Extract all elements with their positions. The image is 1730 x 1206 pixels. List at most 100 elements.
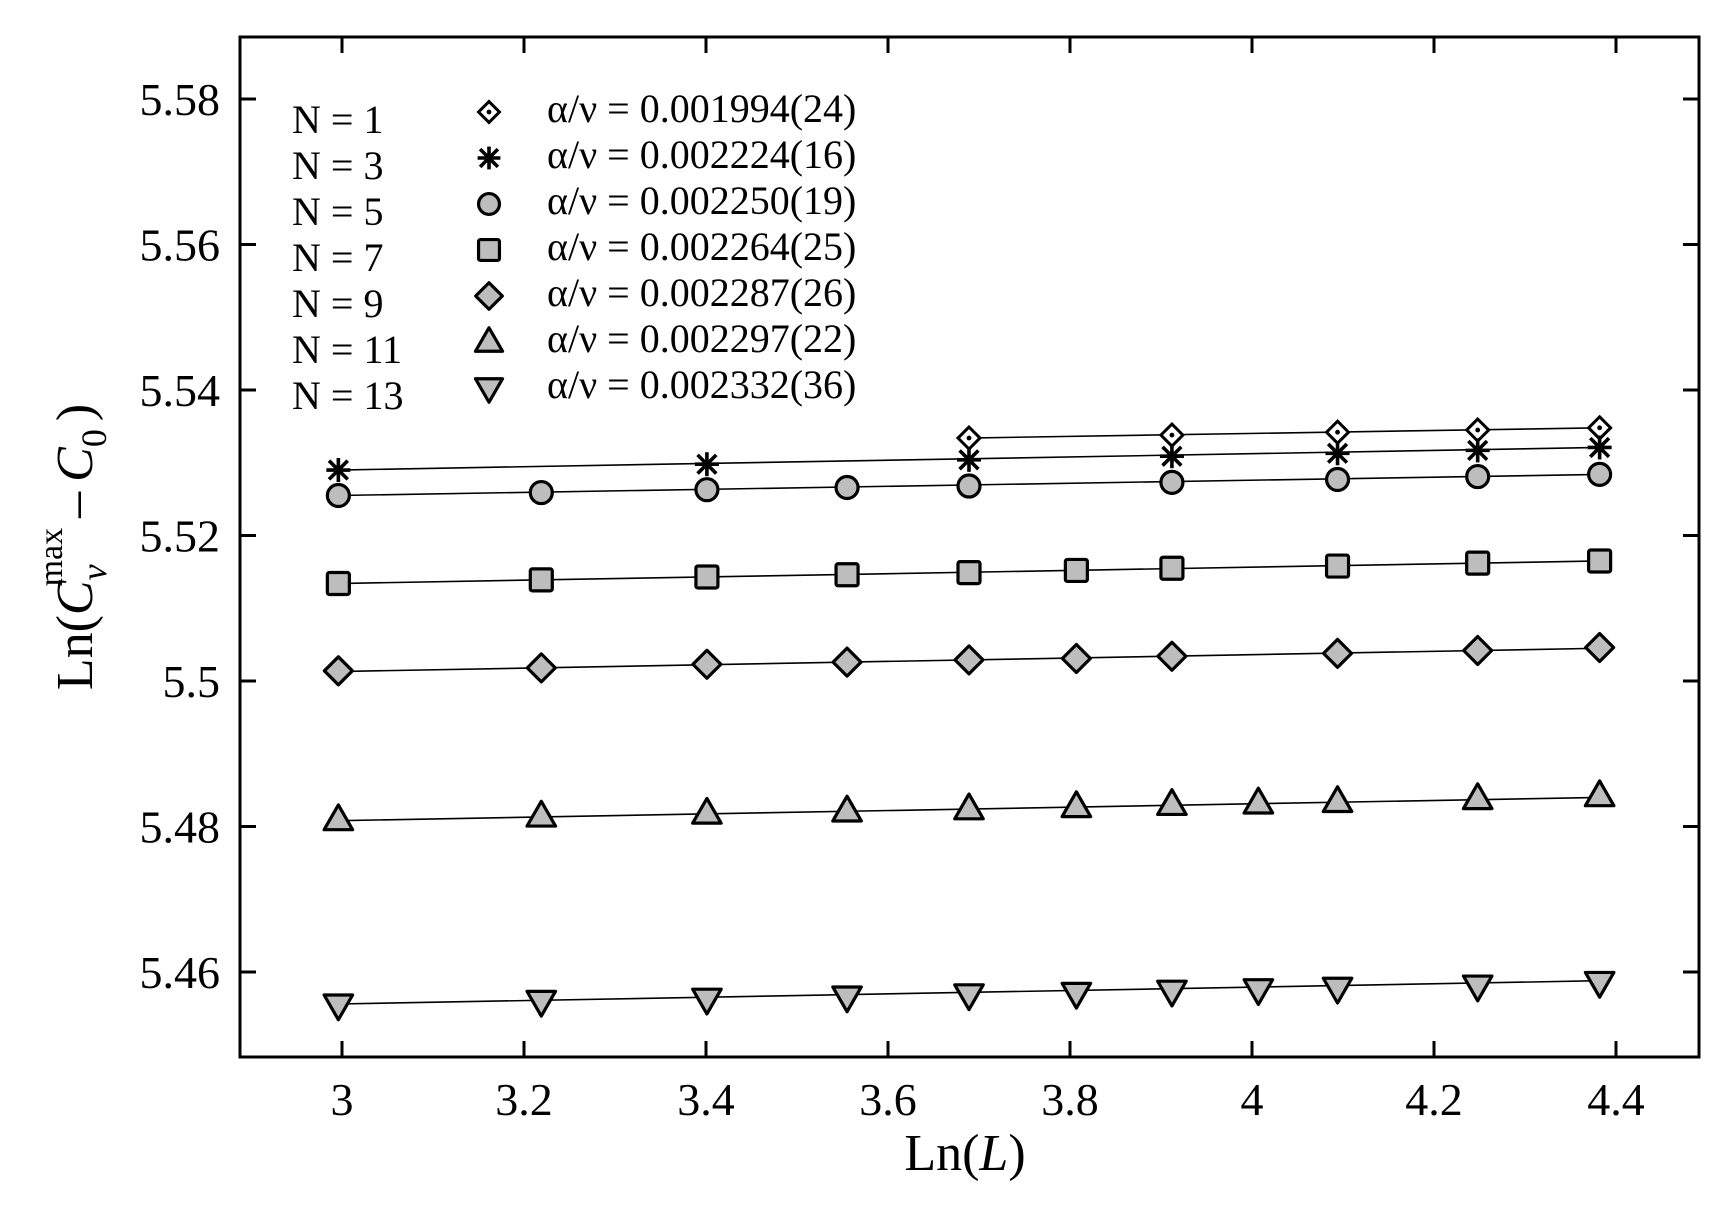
legend-fit-label: α/ν = 0.002250(19) (547, 178, 856, 223)
legend-marker-star (477, 146, 501, 170)
data-point-star (1465, 438, 1490, 463)
data-point-star (1325, 441, 1350, 466)
data-point-triangle-up (691, 796, 723, 825)
data-point-square (1063, 557, 1089, 584)
data-point-circle (956, 473, 982, 499)
legend: N = 1 α/ν = 0.001994(24) N = 3 α/ν = 0.0022… (292, 86, 856, 418)
y-axis-title-sub-v: v (74, 564, 114, 580)
data-point-triangle-up (1242, 786, 1275, 815)
fit-line-diamond-dot (968, 427, 1600, 439)
data-points (322, 414, 1616, 1022)
fit-lines (338, 427, 1600, 1005)
data-point-circle (1324, 466, 1351, 493)
legend-marker-square (476, 237, 502, 263)
legend-marker-diamond-dot (476, 99, 502, 125)
data-point-star (1587, 435, 1612, 460)
x-axis-title: Ln(L) (904, 1125, 1025, 1182)
legend-marker-diamond (474, 281, 504, 311)
data-point-triangle-down (1583, 970, 1616, 999)
legend-marker-circle (476, 191, 502, 217)
plot-frame (238, 35, 1701, 1059)
y-axis-title-prefix: Ln( (47, 615, 104, 690)
data-point-triangle-down (953, 983, 985, 1012)
data-point-triangle-up (1461, 782, 1494, 811)
x-axis-title-suffix: ) (1008, 1125, 1025, 1182)
data-point-triangle-down (1461, 974, 1494, 1003)
legend-marker-triangle-down (473, 377, 505, 404)
y-tick-label: 5.58 (140, 74, 221, 125)
data-point-diamond (1584, 631, 1616, 664)
y-axis-title-sup: max (33, 528, 70, 587)
legend-fit-label: α/ν = 0.002297(22) (547, 316, 856, 361)
y-tick-label: 5.46 (140, 947, 221, 998)
data-point-diamond-dot (1158, 421, 1186, 449)
y-axis-title-minus: – (47, 491, 104, 519)
data-point-square (1587, 548, 1613, 574)
x-tick-label: 4.4 (1587, 1074, 1645, 1125)
data-point-triangle-down (525, 989, 558, 1018)
data-point-diamond (1462, 634, 1494, 667)
data-point-diamond (525, 652, 557, 684)
data-point-square (325, 570, 351, 597)
data-point-square (1159, 555, 1185, 581)
data-point-circle (1159, 469, 1185, 495)
legend-series-name: N = 11 (292, 327, 402, 372)
y-tick-label: 5.56 (140, 220, 221, 271)
legend-fit-label: α/ν = 0.002287(26) (547, 270, 856, 315)
data-point-star (1159, 444, 1184, 469)
x-tick-label: 3.4 (677, 1074, 735, 1125)
data-point-diamond-dot (1324, 419, 1351, 446)
data-point-diamond (953, 644, 985, 676)
data-point-triangle-up (953, 792, 985, 821)
data-point-circle (1587, 461, 1613, 487)
data-point-triangle-up (1321, 785, 1354, 814)
data-point-triangle-up (1583, 779, 1616, 808)
y-tick-label: 5.48 (140, 802, 221, 853)
legend-series-name: N = 7 (292, 235, 383, 280)
data-point-diamond (831, 646, 863, 678)
data-point-diamond (1156, 640, 1188, 672)
x-tick-label: 3.8 (1041, 1074, 1099, 1125)
data-point-triangle-up (525, 799, 558, 828)
legend-fit-label: α/ν = 0.002332(36) (547, 362, 856, 407)
data-point-triangle-down (1321, 976, 1354, 1005)
data-point-diamond (691, 648, 723, 680)
legend-fit-label: α/ν = 0.002264(25) (547, 224, 856, 269)
y-tick-label: 5.5 (163, 656, 221, 707)
data-point-diamond (1321, 637, 1354, 669)
data-point-triangle-up (322, 803, 355, 832)
y-axis-title-suffix: ) (47, 404, 104, 421)
x-tick-label: 3.6 (859, 1074, 917, 1125)
data-point-square (834, 562, 860, 588)
data-point-star (326, 458, 351, 483)
data-point-diamond-dot (1464, 416, 1491, 444)
data-point-triangle-up (831, 794, 863, 823)
data-point-circle (694, 477, 720, 503)
y-axis-title-c0: C (47, 446, 104, 482)
data-point-circle (1465, 463, 1491, 490)
data-point-triangle-down (322, 993, 355, 1022)
y-axis-title-sub-0: 0 (74, 429, 114, 447)
x-axis-title-prefix: Ln( (904, 1125, 979, 1182)
data-point-triangle-down (691, 987, 723, 1016)
data-point-triangle-up (1156, 788, 1188, 817)
data-point-square (1465, 550, 1491, 576)
legend-series-name: N = 3 (292, 143, 383, 188)
y-tick-label: 5.54 (140, 365, 221, 416)
y-axis-title: Ln(Cvmax–C0) (33, 404, 114, 690)
x-tick-label: 4.2 (1405, 1074, 1463, 1125)
y-tick-label: 5.52 (140, 511, 221, 562)
data-point-star (694, 452, 719, 477)
data-point-square (956, 560, 982, 586)
legend-series-name: N = 13 (292, 373, 403, 418)
x-tick-label: 4 (1241, 1074, 1264, 1125)
data-point-star (956, 447, 981, 472)
data-point-square (528, 567, 554, 593)
data-point-triangle-down (1242, 978, 1275, 1007)
x-tick-label: 3 (331, 1074, 354, 1125)
legend-fit-label: α/ν = 0.002224(16) (547, 132, 856, 177)
data-point-circle (528, 479, 554, 506)
data-point-square (694, 564, 720, 590)
legend-fit-label: α/ν = 0.001994(24) (547, 86, 856, 131)
